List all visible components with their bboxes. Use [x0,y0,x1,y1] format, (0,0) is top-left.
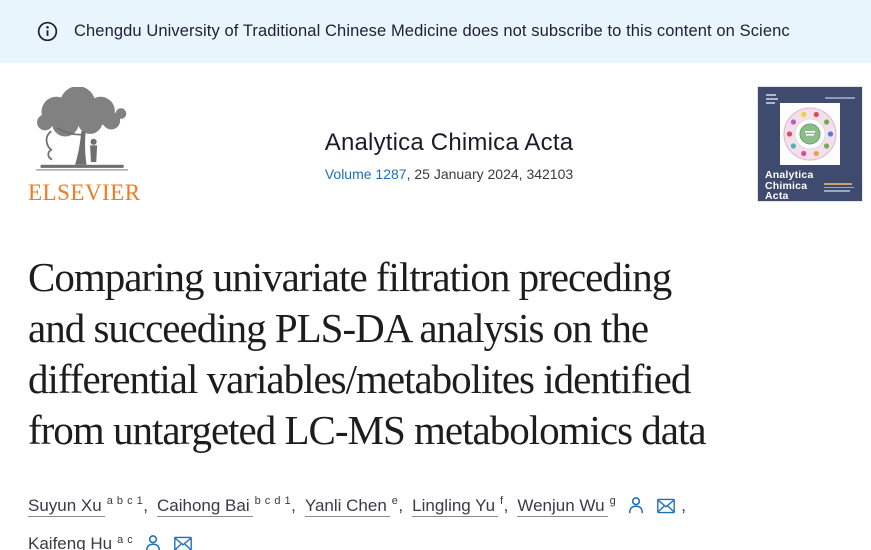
person-icon[interactable] [143,533,163,550]
author-superscript: b c d 1 [254,495,292,507]
envelope-icon[interactable] [656,497,676,515]
cover-title: Analytica Chimica Acta [765,169,814,202]
article-title-line: from untargeted LC-MS metabolomics data [28,407,707,453]
article-title-line: and succeeding PLS-DA analysis on the [28,305,649,351]
volume-issue-line: Volume 1287, 25 January 2024, 342103 [140,166,758,182]
cover-elsevier-mark-icon [766,94,778,106]
journal-header-center: Analytica Chimica Acta Volume 1287, 25 J… [140,87,758,182]
author-separator: , [503,495,509,515]
author-name: Suyun Xu [28,495,105,517]
author-superscript: e [391,495,399,507]
cover-subtitle-decoration [824,183,854,194]
author-link[interactable]: Yanli Chen e [304,495,399,517]
author-separator: , [681,495,686,515]
author-name: Kaifeng Hu [28,534,116,550]
author-name: Caihong Bai [157,495,253,517]
envelope-icon[interactable] [173,535,193,550]
journal-header: ELSEVIER Analytica Chimica Acta Volume 1… [0,63,871,206]
author-superscript: f [500,495,504,507]
author-link[interactable]: Suyun Xu a b c 1 [28,495,144,517]
author-separator: , [398,495,404,515]
article-title: Comparing univariate filtration precedin… [28,252,843,456]
elsevier-wordmark: ELSEVIER [28,180,141,205]
volume-link[interactable]: Volume 1287 [324,166,407,182]
author-superscript: g [609,495,617,507]
author-name: Yanli Chen [304,495,390,517]
authors-line-1: Suyun Xu a b c 1, Caihong Bai b c d 1, Yanli… [28,484,843,523]
cover-wheel-icon [780,103,840,165]
person-icon[interactable] [626,495,646,515]
elsevier-logo[interactable]: ELSEVIER [28,87,140,206]
author-superscript: a b c 1 [106,495,144,507]
authors-list: Suyun Xu a b c 1, Caihong Bai b c d 1, Yanli… [28,484,843,550]
article-title-line: differential variables/metabolites ident… [28,356,691,402]
article-title-line: Comparing univariate filtration precedin… [28,254,672,300]
author-separator: , [143,495,148,515]
cover-topright-text-decoration [825,97,855,99]
author-superscript: a c [117,533,134,546]
banner-text: Chengdu University of Traditional Chines… [74,22,790,40]
journal-cover[interactable]: Analytica Chimica Acta [758,87,862,201]
info-circle-icon [37,21,58,42]
author-link[interactable]: Caihong Bai b c d 1 [157,495,292,517]
institution-access-banner: Chengdu University of Traditional Chines… [0,0,871,63]
author-link[interactable]: Kaifeng Hu a c [28,534,133,550]
author-separator: , [291,495,296,515]
elsevier-tree-icon [36,87,129,171]
author-link[interactable]: Wenjun Wu g [517,495,617,517]
author-name: Lingling Yu [412,495,499,517]
journal-title-link[interactable]: Analytica Chimica Acta [324,129,574,156]
authors-line-2: Kaifeng Hu a c [28,523,843,550]
author-link[interactable]: Lingling Yu f [412,495,504,517]
issue-date: , 25 January 2024, 342103 [406,166,574,182]
author-name: Wenjun Wu [517,495,608,517]
